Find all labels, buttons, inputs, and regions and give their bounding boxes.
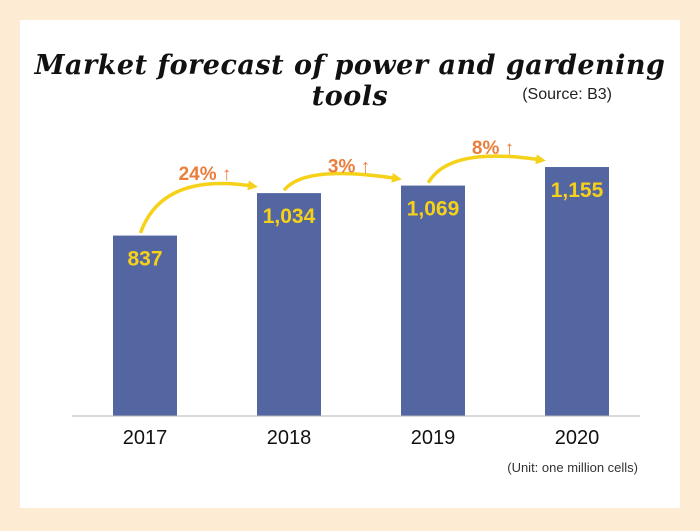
label-group: 837 2017 1,034 2018 1,069 2019 1,155 2020 24% ↑ 3…	[123, 138, 604, 449]
growth-arrow-2017-2018	[139, 180, 258, 234]
x-tick-2020: 2020	[555, 427, 600, 449]
bar-2020	[545, 167, 609, 416]
value-label-2017: 837	[127, 248, 162, 271]
source-note: (Source: B3)	[522, 86, 612, 103]
bar-group	[113, 167, 609, 416]
bar-2017	[113, 235, 177, 416]
chart-title: Market forecast of power and gardening t…	[34, 50, 666, 112]
value-label-2018: 1,034	[263, 205, 316, 228]
growth-arrow-2019-2020	[427, 154, 546, 184]
bar-2018	[257, 193, 321, 416]
value-label-2019: 1,069	[407, 198, 460, 221]
bar-2019	[401, 185, 465, 416]
growth-arrows	[139, 154, 546, 234]
unit-note: (Unit: one million cells)	[507, 460, 638, 475]
x-tick-2019: 2019	[411, 427, 456, 449]
x-tick-2018: 2018	[267, 427, 312, 449]
growth-label-2019-2020: 8% ↑	[472, 138, 514, 159]
growth-label-2018-2019: 3% ↑	[328, 157, 370, 178]
value-label-2020: 1,155	[551, 179, 604, 202]
growth-arrow-2018-2019	[283, 171, 402, 191]
x-tick-2017: 2017	[123, 427, 168, 449]
growth-label-2017-2018: 24% ↑	[179, 164, 232, 185]
